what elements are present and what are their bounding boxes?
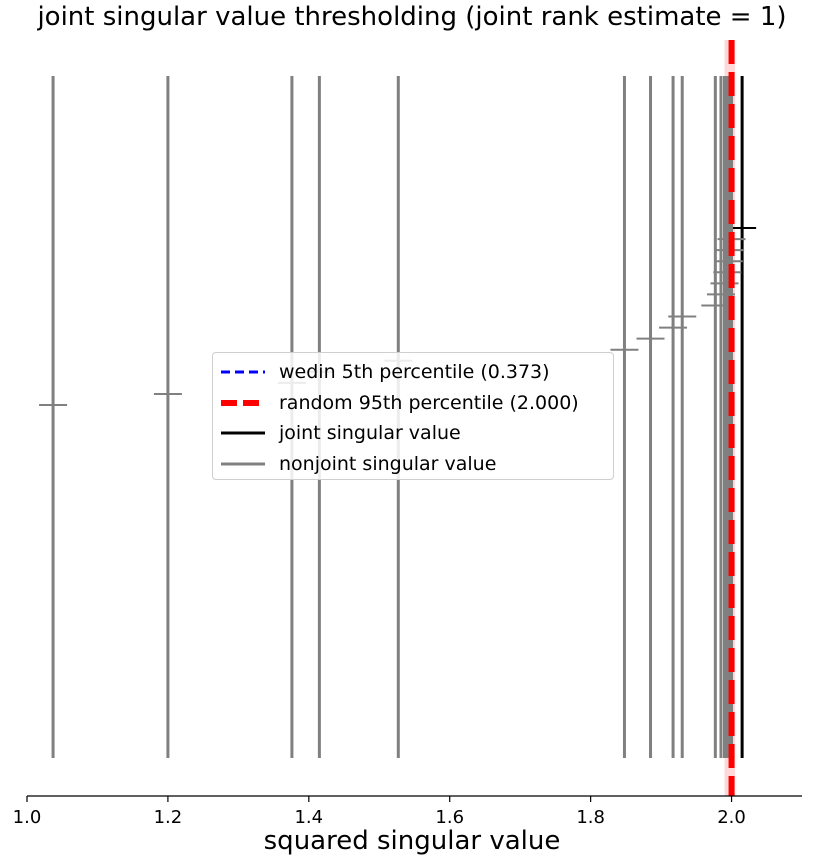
legend: wedin 5th percentile (0.373) random 95th… bbox=[212, 352, 614, 480]
legend-item-random: random 95th percentile (2.000) bbox=[213, 388, 613, 419]
x-tick-label: 1.0 bbox=[13, 807, 42, 828]
x-axis-label: squared singular value bbox=[263, 826, 561, 856]
legend-item-wedin: wedin 5th percentile (0.373) bbox=[213, 357, 613, 388]
legend-swatch-nonjoint bbox=[221, 462, 265, 466]
legend-label-wedin: wedin 5th percentile (0.373) bbox=[279, 361, 550, 384]
legend-item-nonjoint: nonjoint singular value bbox=[213, 449, 613, 480]
x-tick-label: 1.2 bbox=[154, 807, 183, 828]
x-tick-label: 1.6 bbox=[435, 807, 464, 828]
legend-label-joint: joint singular value bbox=[279, 422, 461, 445]
legend-swatch-wedin bbox=[221, 370, 265, 374]
legend-label-nonjoint: nonjoint singular value bbox=[279, 452, 497, 475]
chart-title: joint singular value thresholding (joint… bbox=[37, 2, 787, 32]
x-tick-label: 1.4 bbox=[294, 807, 323, 828]
x-tick-label: 1.8 bbox=[576, 807, 605, 828]
legend-swatch-random bbox=[221, 399, 265, 406]
legend-item-joint: joint singular value bbox=[213, 418, 613, 449]
legend-label-random: random 95th percentile (2.000) bbox=[279, 391, 579, 414]
x-axis: 1.0 1.2 1.4 1.6 1.8 2.0 bbox=[13, 795, 802, 828]
x-tick-label: 2.0 bbox=[717, 807, 746, 828]
legend-swatch-joint bbox=[221, 431, 265, 435]
